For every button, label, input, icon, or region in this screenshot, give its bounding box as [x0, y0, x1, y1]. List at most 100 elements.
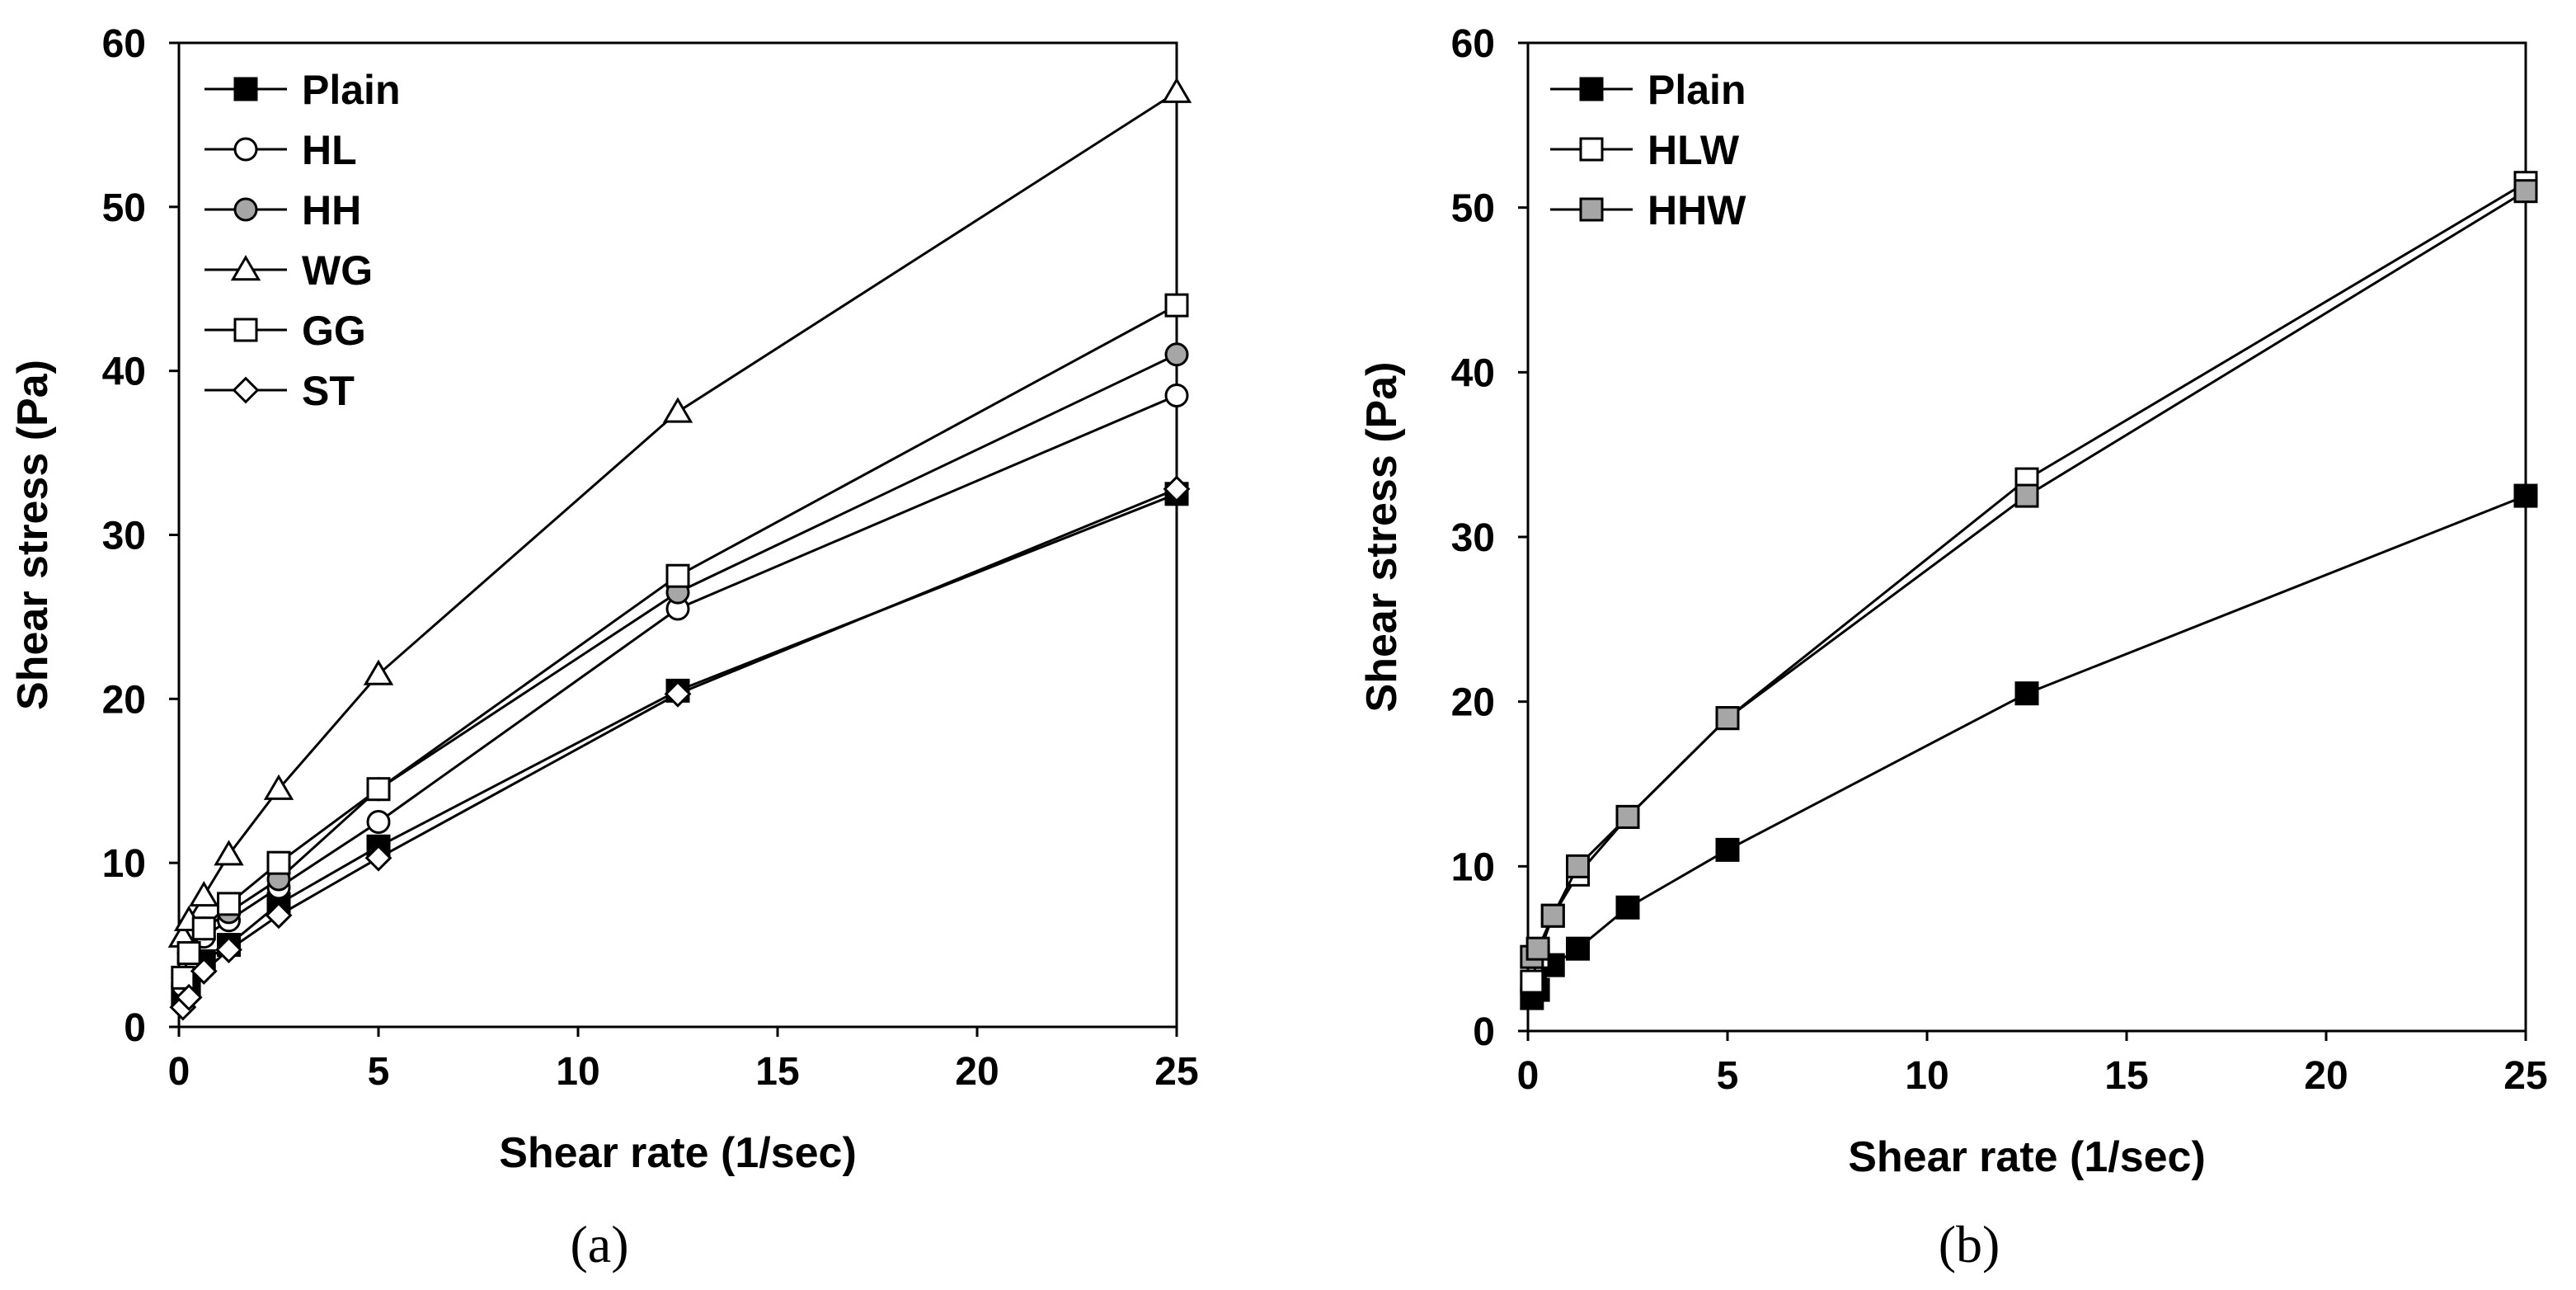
- x-tick-label: 0: [168, 1050, 190, 1094]
- y-tick-label: 60: [102, 22, 146, 66]
- y-axis-title: Shear stress (Pa): [9, 360, 57, 710]
- legend: Plain HLW HHW: [1550, 67, 1746, 233]
- data-point-hhw: [1615, 804, 1640, 829]
- data-point-hh: [1164, 342, 1189, 367]
- x-tick-label: 20: [2304, 1054, 2348, 1098]
- series-hh: [171, 342, 1189, 990]
- series-st: [169, 475, 1191, 1021]
- data-point-st: [1163, 475, 1191, 503]
- x-axis-title: Shear rate (1/sec): [1848, 1133, 2206, 1181]
- y-tick-label: 20: [1451, 681, 1495, 725]
- legend-marker-gg: [233, 318, 258, 342]
- x-tick-label: 15: [755, 1050, 799, 1094]
- data-point-st: [215, 936, 242, 963]
- legend-label: GG: [302, 308, 366, 354]
- y-axis-title: Shear stress (Pa): [1358, 362, 1406, 713]
- y-tick-label: 30: [102, 515, 146, 558]
- panel-label: (a): [570, 1215, 628, 1274]
- x-tick-label: 25: [1154, 1050, 1198, 1094]
- data-point-st: [664, 680, 692, 708]
- legend-marker-hl: [233, 137, 258, 162]
- x-tick-label: 10: [1905, 1054, 1948, 1098]
- data-point-hhw: [1525, 936, 1550, 961]
- data-point-st: [364, 844, 393, 872]
- data-point-wg: [263, 774, 294, 800]
- series-hlw: [1520, 171, 2538, 994]
- y-tick-label: 20: [102, 678, 146, 722]
- data-point-wg: [214, 840, 244, 866]
- data-point-gg: [665, 563, 690, 588]
- legend-label: HHW: [1648, 187, 1746, 233]
- series-gg: [171, 293, 1189, 990]
- series-line-hhw: [1530, 190, 2527, 958]
- data-point-hhw: [2014, 483, 2039, 508]
- data-point-hhw: [2513, 179, 2538, 204]
- legend-label: Plain: [302, 67, 400, 113]
- data-point-hhw: [1566, 854, 1590, 878]
- data-point-gg: [191, 916, 216, 941]
- legend-label: HLW: [1648, 127, 1740, 173]
- legend-marker-plain: [1579, 77, 1604, 101]
- x-tick-label: 10: [556, 1050, 599, 1094]
- series-plain: [1520, 483, 2538, 1010]
- series-wg: [167, 77, 1192, 948]
- data-point-hl: [1164, 383, 1189, 407]
- data-point-plain: [2014, 681, 2039, 706]
- data-point-plain: [2513, 483, 2538, 508]
- x-tick-label: 5: [368, 1050, 390, 1094]
- data-point-plain: [1715, 837, 1740, 862]
- data-point-wg: [662, 397, 693, 423]
- x-tick-label: 25: [2503, 1054, 2547, 1098]
- x-tick-label: 0: [1517, 1054, 1539, 1098]
- legend-label: ST: [302, 368, 355, 414]
- data-point-gg: [171, 965, 195, 990]
- y-tick-label: 50: [1451, 187, 1495, 231]
- data-point-hhw: [1540, 903, 1565, 928]
- legend-label: Plain: [1648, 67, 1746, 113]
- legend-marker-hlw: [1579, 137, 1604, 162]
- y-tick-label: 0: [124, 1006, 146, 1050]
- data-point-hhw: [1715, 706, 1740, 731]
- data-point-st: [190, 957, 218, 985]
- legend: Plain HL HH WG GG ST: [204, 67, 400, 414]
- y-tick-label: 60: [1451, 22, 1495, 66]
- y-tick-label: 30: [1451, 516, 1495, 560]
- legend-marker-plain: [233, 77, 258, 101]
- data-point-wg: [189, 881, 219, 907]
- legend-label: WG: [302, 247, 373, 294]
- chart-panel-a: 0 5 10 15 20 25 0 10 20 30 40 50 60 Shear rate (1/sec…: [9, 22, 1199, 1274]
- series-hhw: [1520, 179, 2538, 969]
- y-tick-label: 0: [1473, 1010, 1495, 1054]
- data-point-gg: [217, 892, 241, 916]
- legend-label: HL: [302, 127, 357, 173]
- data-point-plain: [1566, 936, 1590, 961]
- y-tick-label: 10: [1451, 845, 1495, 889]
- y-tick-label: 10: [102, 842, 146, 886]
- legend-marker-st: [232, 376, 260, 404]
- data-point-wg: [1161, 77, 1192, 103]
- data-point-gg: [266, 850, 291, 875]
- legend-label: HH: [302, 187, 361, 233]
- data-point-hlw: [1520, 969, 1544, 994]
- y-tick-label: 40: [102, 351, 146, 394]
- panel-label: (b): [1939, 1215, 2000, 1274]
- x-tick-label: 5: [1717, 1054, 1739, 1098]
- data-point-st: [265, 902, 293, 930]
- legend-marker-hh: [233, 197, 258, 222]
- y-tick-label: 50: [102, 186, 146, 230]
- series-line-plain: [1530, 494, 2527, 999]
- chart-panel-b: 0 5 10 15 20 25 0 10 20 30 40 50 60 Shear rate (1/sec…: [1358, 22, 2548, 1274]
- series-line-hlw: [1530, 181, 2527, 982]
- data-point-st: [175, 983, 203, 1011]
- legend-marker-wg: [230, 255, 261, 281]
- data-point-wg: [363, 659, 394, 685]
- x-tick-label: 15: [2104, 1054, 2148, 1098]
- data-point-gg: [1164, 293, 1189, 318]
- data-point-plain: [1615, 895, 1640, 920]
- series-plain: [171, 482, 1189, 1006]
- x-axis-title: Shear rate (1/sec): [499, 1129, 857, 1177]
- data-point-gg: [366, 777, 391, 802]
- data-point-hl: [366, 809, 391, 834]
- y-tick-label: 40: [1451, 351, 1495, 395]
